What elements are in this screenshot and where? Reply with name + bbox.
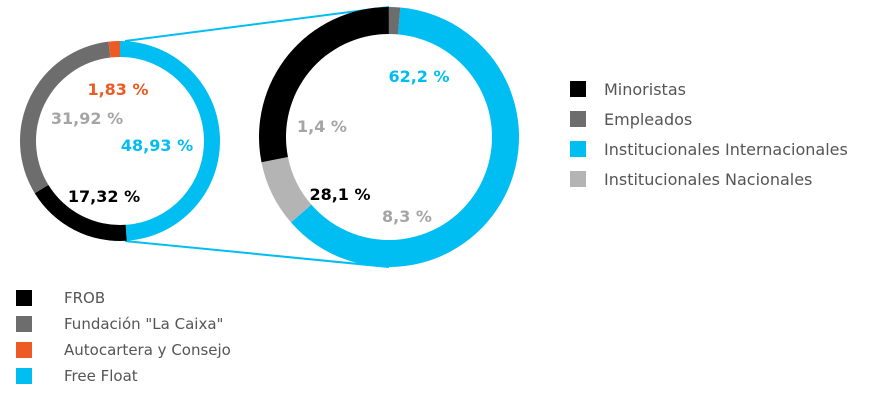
- data-label-institucionales-internacionales: 62,2 %: [388, 67, 449, 86]
- legend-item-free-float: Free Float: [16, 363, 231, 389]
- connector-line-top: [124, 6, 390, 42]
- legend-ownership: FROB Fundación "La Caixa" Autocartera y …: [16, 285, 231, 389]
- legend-item-institucionales-nacionales: Institucionales Nacionales: [570, 164, 848, 194]
- data-label-empleados: 1,4 %: [297, 117, 347, 136]
- data-label-fundación-la-caixa: 31,92 %: [51, 109, 123, 128]
- legend-swatch: [16, 368, 32, 384]
- legend-label: Fundación "La Caixa": [64, 315, 224, 333]
- data-label-frob: 17,32 %: [68, 187, 140, 206]
- legend-swatch: [16, 342, 32, 358]
- legend-item-fundacion-la-caixa: Fundación "La Caixa": [16, 311, 231, 337]
- legend-item-frob: FROB: [16, 285, 231, 311]
- legend-label: Free Float: [64, 367, 138, 385]
- legend-swatch: [570, 81, 586, 97]
- data-label-free-float: 48,93 %: [121, 136, 193, 155]
- slice-institucionales-nacionales: [261, 157, 312, 223]
- slice-fundación-la-caixa: [20, 41, 111, 194]
- slice-minoristas: [259, 7, 389, 163]
- legend-label: Autocartera y Consejo: [64, 341, 231, 359]
- legend-label: Institucionales Nacionales: [604, 169, 813, 189]
- legend-item-autocartera-y-consejo: Autocartera y Consejo: [16, 337, 231, 363]
- legend-label: Empleados: [604, 109, 693, 129]
- slice-free-float: [120, 41, 220, 241]
- data-label-autocartera-y-consejo: 1,83 %: [87, 80, 148, 99]
- legend-label: Institucionales Internacionales: [604, 139, 848, 159]
- legend-swatch: [570, 111, 586, 127]
- legend-swatch: [16, 316, 32, 332]
- legend-item-institucionales-internacionales: Institucionales Internacionales: [570, 134, 848, 164]
- slice-frob: [34, 184, 127, 241]
- legend-swatch: [570, 171, 586, 187]
- slice-autocartera-y-consejo: [108, 41, 120, 58]
- legend-item-empleados: Empleados: [570, 104, 848, 134]
- data-label-minoristas: 28,1 %: [309, 185, 370, 204]
- slice-empleados: [388, 7, 401, 35]
- donut-free-float: 62,2 % 8,3 % 28,1 % 1,4 %: [259, 7, 519, 267]
- slice-institucionales-internacionales: [291, 7, 519, 267]
- donut-ownership: 48,93 % 17,32 % 31,92 % 1,83 %: [20, 41, 220, 241]
- legend-label: FROB: [64, 289, 106, 307]
- data-label-institucionales-nacionales: 8,3 %: [382, 207, 432, 226]
- legend-swatch: [570, 141, 586, 157]
- connector-line-bottom: [124, 240, 390, 268]
- legend-item-minoristas: Minoristas: [570, 74, 848, 104]
- legend-label: Minoristas: [604, 79, 686, 99]
- legend-swatch: [16, 290, 32, 306]
- legend-free-float: Minoristas Empleados Institucionales Int…: [570, 74, 848, 194]
